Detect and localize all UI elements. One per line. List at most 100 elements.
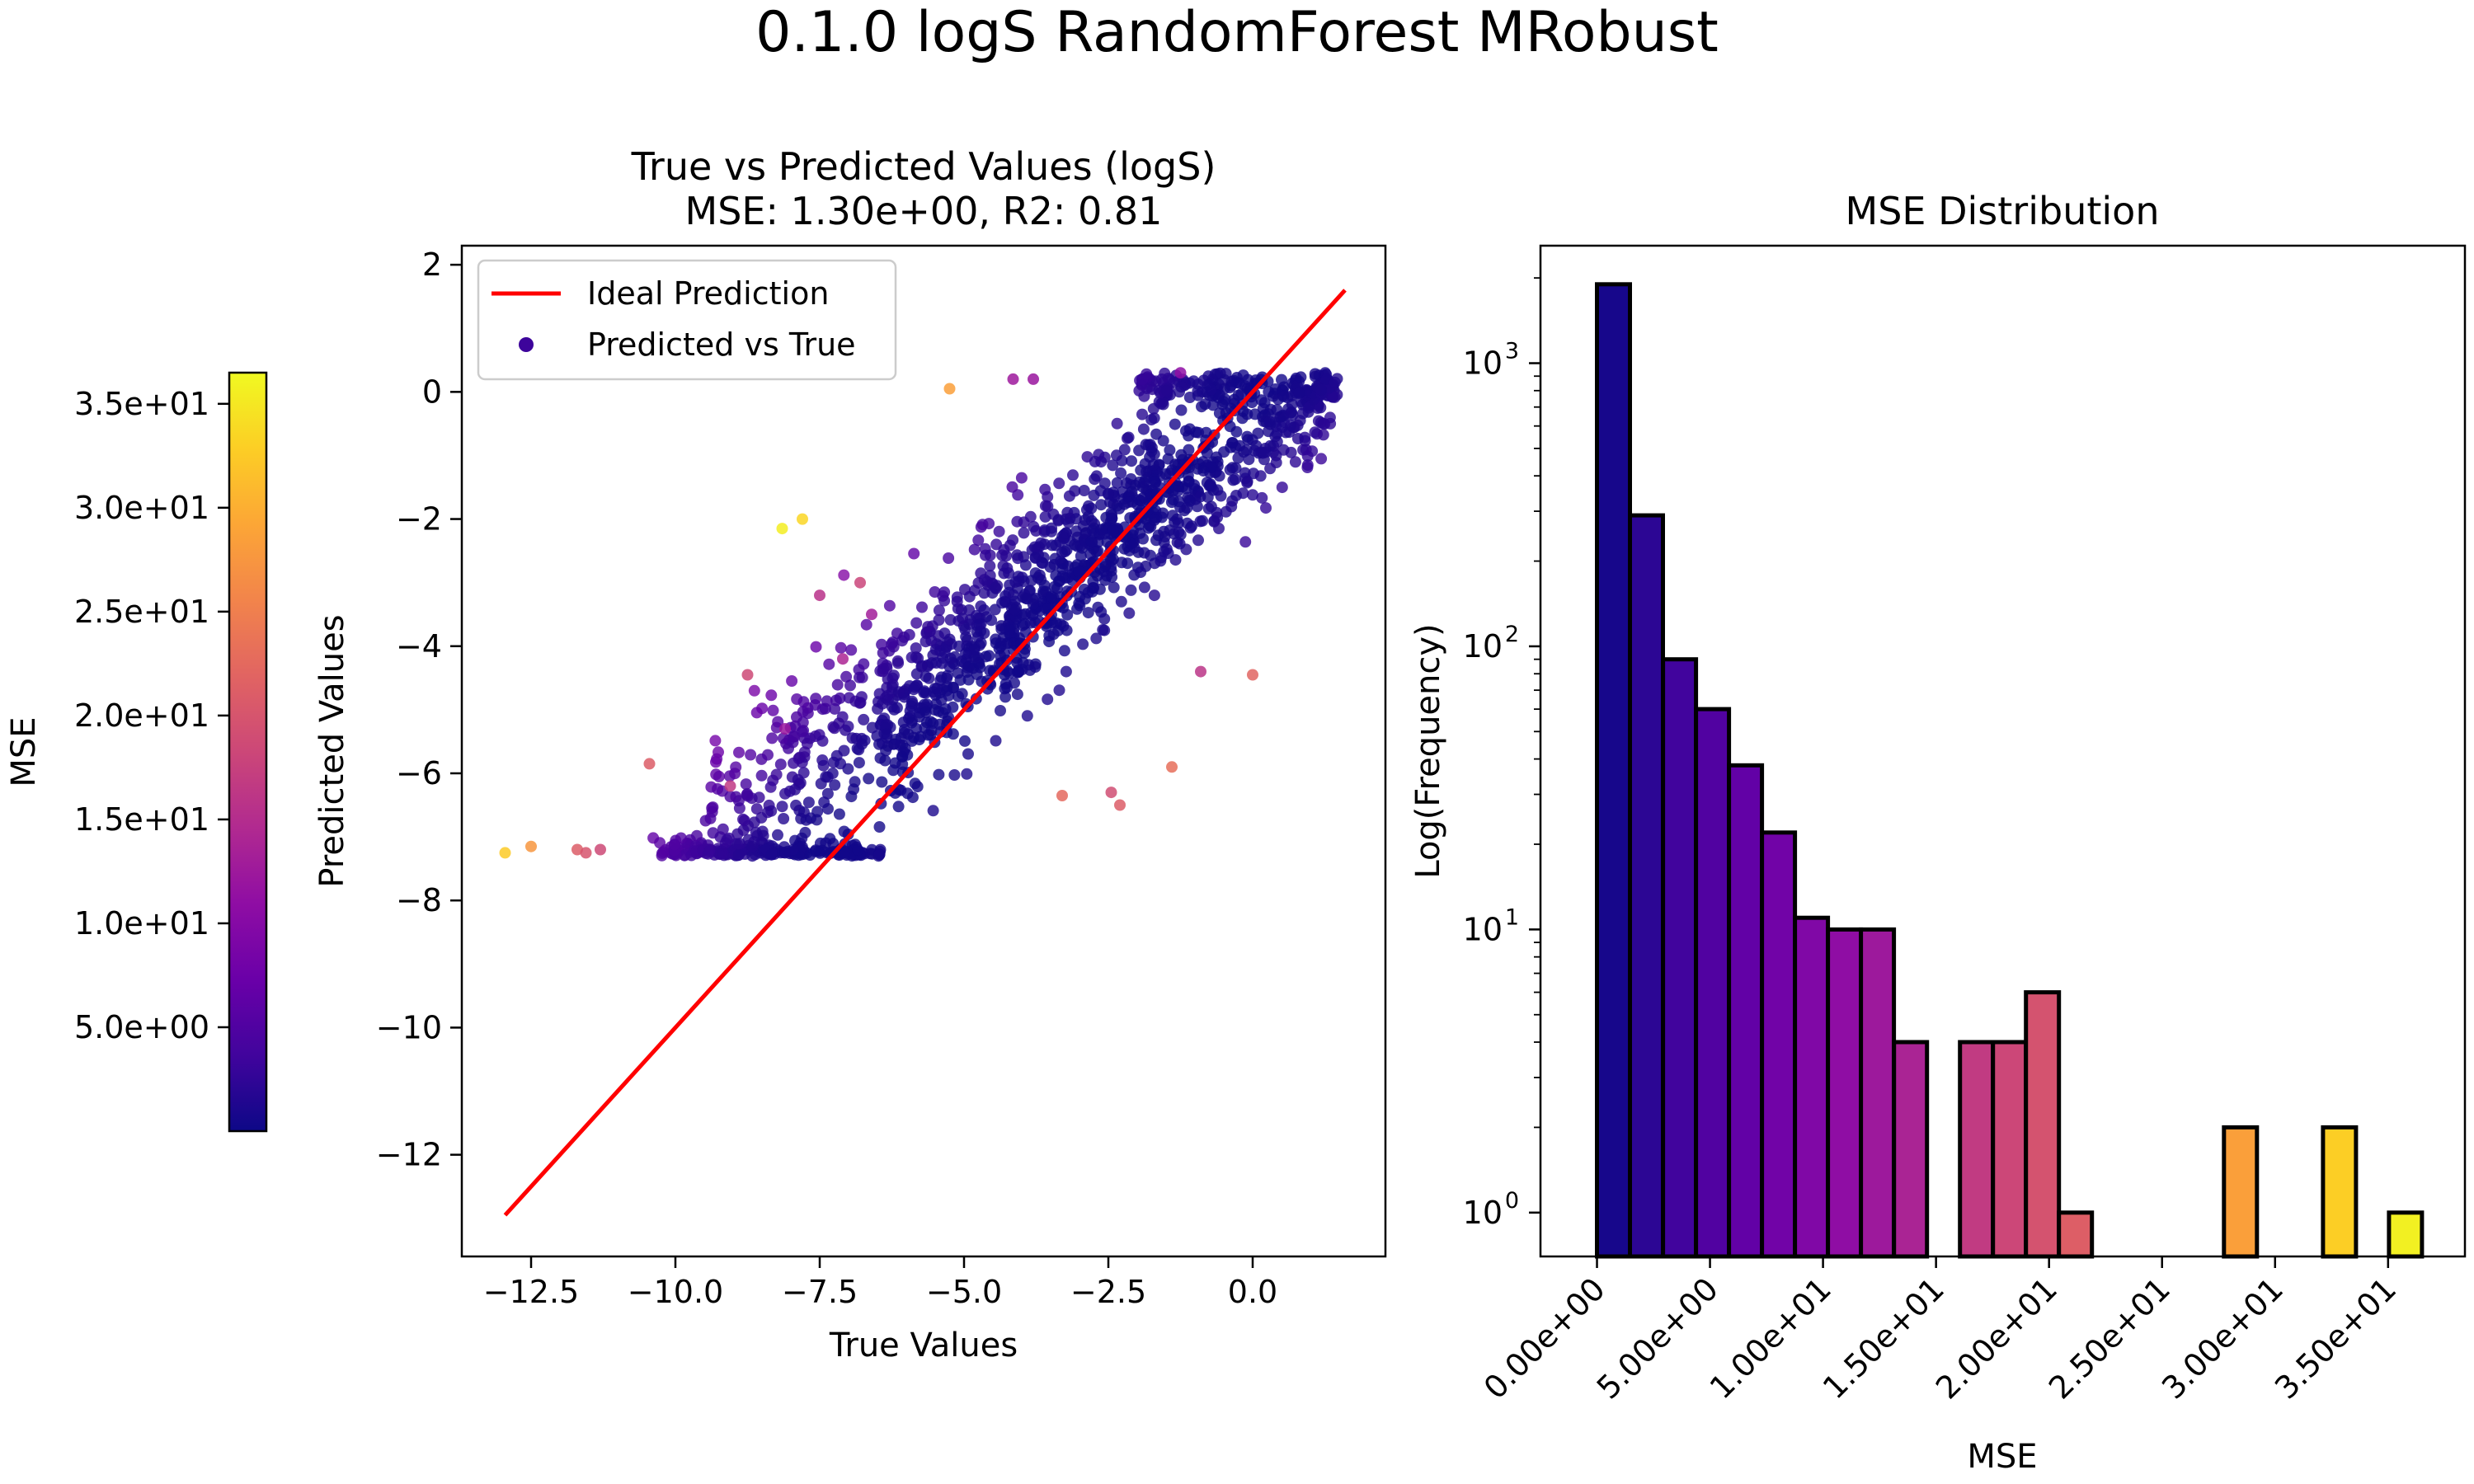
histogram-bar xyxy=(1595,282,1632,1259)
scatter-x-tick-label: −12.5 xyxy=(483,1274,579,1310)
scatter-point xyxy=(1045,590,1057,603)
scatter-point xyxy=(1241,475,1253,487)
colorbar-tick-label: 3.0e+01 xyxy=(74,490,209,526)
scatter-point xyxy=(1289,456,1301,468)
scatter-point xyxy=(995,650,1006,662)
scatter-point xyxy=(823,658,835,670)
scatter-title-line2: MSE: 1.30e+00, R2: 0.81 xyxy=(685,189,1163,233)
scatter-point xyxy=(1155,555,1167,567)
scatter-y-tick-label: 0 xyxy=(422,373,442,410)
scatter-point xyxy=(909,681,921,693)
scatter-point xyxy=(1277,390,1290,402)
scatter-point xyxy=(852,844,864,856)
scatter-point xyxy=(838,569,850,581)
scatter-point xyxy=(892,657,905,669)
scatter-point xyxy=(1018,527,1030,539)
scatter-point xyxy=(990,735,1002,747)
scatter-point xyxy=(1122,496,1134,509)
scatter-point xyxy=(1271,427,1283,439)
scatter-point xyxy=(943,552,955,564)
colorbar-tick-label: 2.5e+01 xyxy=(74,594,209,630)
histogram-bar xyxy=(1958,1040,1996,1259)
colorbar-tick-label: 2.0e+01 xyxy=(74,697,209,734)
scatter-point xyxy=(1115,595,1127,608)
scatter-point xyxy=(777,732,789,744)
scatter-point xyxy=(1276,481,1288,494)
scatter-point xyxy=(793,751,806,763)
scatter-point xyxy=(1122,557,1134,570)
scatter-x-tick-label: −5.0 xyxy=(926,1274,1002,1310)
scatter-point xyxy=(845,644,858,656)
scatter-point xyxy=(999,669,1010,681)
scatter-point xyxy=(961,768,973,780)
scatter-point xyxy=(1173,517,1184,529)
scatter-point xyxy=(1192,385,1204,397)
scatter-point xyxy=(1145,445,1158,458)
scatter-point xyxy=(1021,710,1033,722)
histogram-x-tick-label: 3.50e+01 xyxy=(2268,1270,2403,1406)
scatter-point xyxy=(929,704,941,716)
scatter-point xyxy=(1029,552,1042,564)
scatter-point xyxy=(770,768,783,781)
scatter-point xyxy=(1194,491,1206,503)
scatter-point xyxy=(724,791,736,803)
scatter-point xyxy=(910,651,922,664)
scatter-point xyxy=(1145,549,1156,561)
histogram-bar xyxy=(1826,927,1864,1259)
scatter-point xyxy=(779,847,791,859)
scatter-point xyxy=(733,802,745,815)
scatter-point xyxy=(1270,457,1282,469)
scatter-y-tick-label: −4 xyxy=(396,628,442,665)
scatter-point xyxy=(499,847,511,859)
histogram-bar xyxy=(1628,513,1665,1259)
histogram-bar xyxy=(1991,1040,2029,1259)
histogram-y-tick-exponent: 1 xyxy=(1505,904,1519,930)
figure-suptitle: 0.1.0 logS RandomForest MRobust xyxy=(755,0,1719,65)
scatter-point xyxy=(1205,383,1217,396)
scatter-point xyxy=(972,534,985,547)
scatter-plot-frame xyxy=(460,244,1387,1258)
scatter-point xyxy=(835,758,847,770)
scatter-point xyxy=(1012,552,1024,565)
scatter-point xyxy=(699,815,712,827)
scatter-y-tick-label: −10 xyxy=(376,1009,442,1045)
scatter-point xyxy=(1329,391,1341,403)
scatter-point xyxy=(1220,505,1232,518)
scatter-point xyxy=(1164,444,1176,456)
scatter-point xyxy=(1160,385,1173,397)
scatter-point xyxy=(1021,593,1033,605)
scatter-point xyxy=(1073,566,1085,578)
histogram-bar xyxy=(1760,830,1798,1259)
scatter-point xyxy=(930,657,943,669)
scatter-point xyxy=(713,770,725,782)
scatter-point xyxy=(757,829,769,842)
histogram-y-tick-label: 10 xyxy=(1463,1195,1503,1231)
scatter-point xyxy=(1141,368,1153,380)
scatter-point xyxy=(738,815,750,827)
scatter-point xyxy=(1229,473,1241,486)
scatter-point xyxy=(821,771,834,783)
scatter-point xyxy=(822,803,834,815)
scatter-point xyxy=(968,643,981,655)
scatter-point xyxy=(1215,490,1227,502)
scatter-point xyxy=(1149,476,1161,488)
scatter-point xyxy=(1060,665,1072,678)
scatter-point xyxy=(1006,481,1018,493)
scatter-x-axis-label: True Values xyxy=(829,1327,1018,1364)
scatter-point xyxy=(984,549,996,561)
scatter-point xyxy=(746,850,759,862)
scatter-point xyxy=(1046,522,1058,534)
scatter-points xyxy=(499,367,1343,862)
scatter-point xyxy=(968,543,981,556)
scatter-point xyxy=(973,618,985,631)
scatter-point xyxy=(1123,607,1136,619)
scatter-point xyxy=(1019,608,1032,620)
scatter-point xyxy=(1028,541,1041,553)
scatter-point xyxy=(1224,420,1236,433)
scatter-point xyxy=(915,660,928,673)
scatter-point xyxy=(1150,428,1163,440)
colorbar-tick-label: 5.0e+00 xyxy=(74,1009,209,1045)
scatter-point xyxy=(1018,516,1030,528)
